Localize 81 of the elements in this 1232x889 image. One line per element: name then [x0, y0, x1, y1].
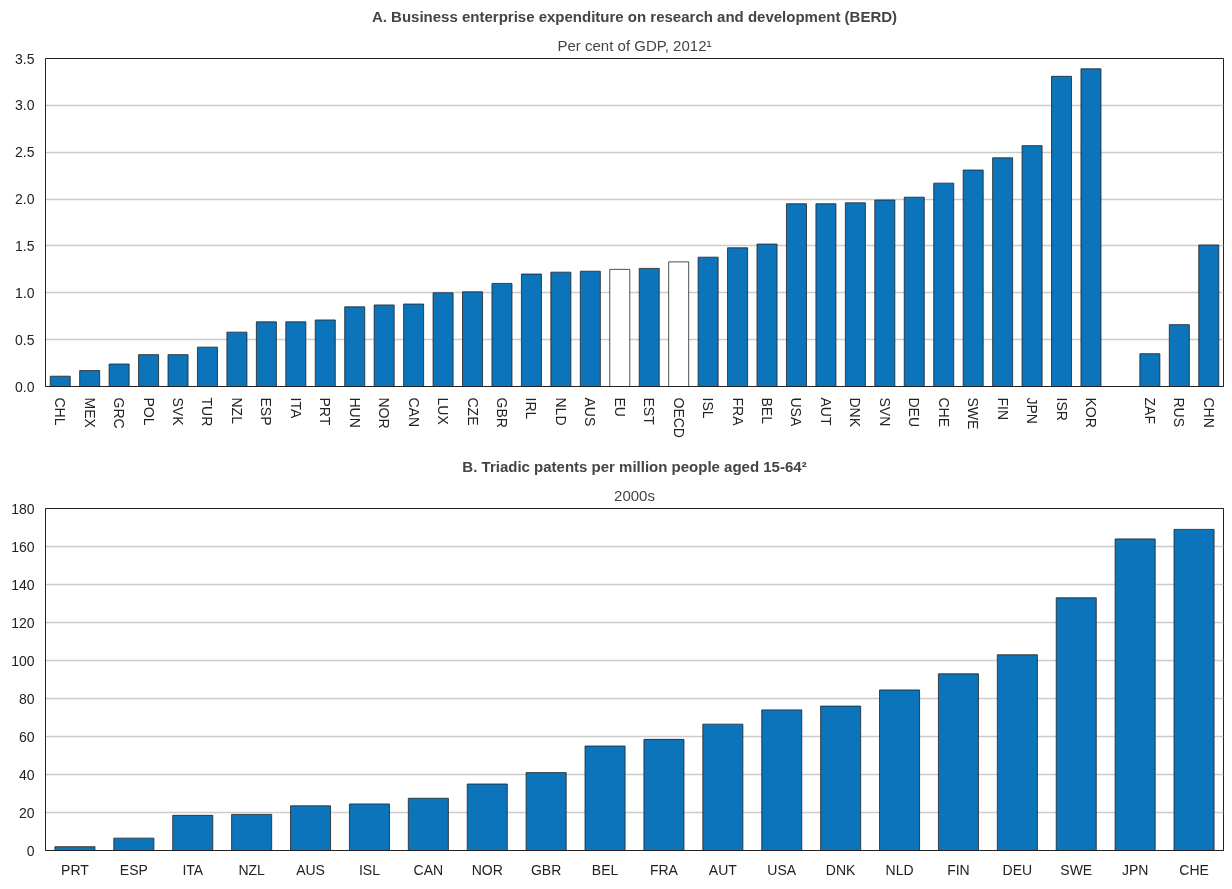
- x-tick-label: GBR: [530, 861, 562, 878]
- x-tick-label: FRA: [649, 861, 679, 878]
- y-tick-label: 0: [26, 842, 35, 859]
- x-tick-label: BEL: [591, 861, 619, 878]
- x-tick-label: CZE: [464, 397, 481, 426]
- x-tick-label: JPN: [1024, 397, 1041, 424]
- x-tick-label: AUS: [582, 397, 599, 427]
- x-tick-label: DEU: [906, 397, 923, 428]
- x-tick-label: AUT: [708, 861, 738, 878]
- x-tick-label: NLD: [885, 861, 914, 878]
- x-tick-label: DNK: [825, 861, 857, 878]
- x-tick-label: TUR: [199, 397, 216, 427]
- x-tick-label: BEL: [759, 397, 776, 425]
- x-tick-label: IRL: [523, 397, 540, 420]
- x-tick-label: FRA: [729, 397, 746, 427]
- x-tick-label: FIN: [947, 861, 970, 878]
- x-tick-label: USA: [767, 861, 797, 878]
- y-tick-label: 3.0: [15, 97, 35, 114]
- chart-title: B. Triadic patents per million people aged 15-64²: [462, 457, 807, 475]
- x-tick-label: GRC: [111, 397, 128, 429]
- chart-subtitle: 2000s: [614, 486, 655, 504]
- y-tick-label: 180: [11, 500, 35, 517]
- x-tick-label: NOR: [471, 861, 503, 878]
- y-tick-label: 2.0: [15, 191, 35, 208]
- y-tick-label: 160: [11, 538, 35, 555]
- x-tick-label: CHN: [1200, 397, 1217, 428]
- x-tick-label: DNK: [847, 397, 864, 428]
- y-tick-label: 3.5: [15, 50, 35, 67]
- x-tick-label: SVN: [876, 397, 893, 427]
- y-tick-label: 2.5: [15, 144, 35, 161]
- x-tick-label: POL: [140, 397, 157, 426]
- chart-subtitle: Per cent of GDP, 2012¹: [557, 36, 712, 54]
- x-tick-label: ISL: [358, 861, 381, 878]
- x-tick-label: AUS: [296, 861, 325, 878]
- y-tick-label: 60: [18, 728, 35, 745]
- y-tick-label: 40: [18, 766, 35, 783]
- y-tick-label: 20: [18, 804, 35, 821]
- x-tick-label: CHE: [1179, 861, 1209, 878]
- x-tick-label: NOR: [376, 397, 393, 429]
- x-tick-label: DEU: [1002, 861, 1033, 878]
- x-tick-label: FIN: [994, 397, 1011, 421]
- x-tick-label: EST: [641, 397, 658, 426]
- x-tick-label: ITA: [287, 397, 304, 419]
- x-tick-label: ESP: [119, 861, 148, 878]
- x-tick-label: CAN: [405, 397, 422, 428]
- x-tick-label: AUT: [817, 397, 834, 426]
- y-tick-label: 140: [11, 576, 35, 593]
- x-tick-label: NZL: [238, 861, 266, 878]
- y-tick-label: 0.0: [15, 378, 35, 395]
- chart-title: A. Business enterprise expenditure on research and development (BERD): [371, 7, 898, 25]
- x-tick-label: GBR: [493, 397, 510, 428]
- x-tick-label: CAN: [413, 861, 444, 878]
- x-tick-label: SWE: [1060, 861, 1093, 878]
- x-tick-label: ISR: [1053, 397, 1070, 421]
- x-tick-label: ITA: [182, 861, 204, 878]
- x-tick-label: CHE: [935, 397, 952, 428]
- x-tick-label: PRT: [61, 861, 90, 878]
- x-tick-label: MEX: [81, 397, 98, 429]
- x-tick-label: ISL: [700, 397, 717, 419]
- x-tick-label: ESP: [258, 397, 275, 426]
- y-tick-label: 1.5: [15, 237, 35, 254]
- x-tick-label: SVK: [170, 397, 187, 427]
- x-tick-label: HUN: [346, 397, 363, 428]
- x-tick-label: LUX: [435, 397, 452, 426]
- x-tick-label: EU: [611, 397, 628, 417]
- x-tick-label: USA: [788, 397, 805, 427]
- x-tick-label: OECD: [670, 397, 687, 438]
- x-tick-label: JPN: [1121, 861, 1149, 878]
- x-tick-label: PRT: [317, 397, 334, 426]
- x-tick-label: NLD: [552, 397, 569, 426]
- x-tick-label: ZAF: [1141, 397, 1158, 424]
- x-tick-label: NZL: [228, 397, 245, 425]
- x-tick-label: CHL: [52, 397, 69, 426]
- x-tick-label: RUS: [1171, 397, 1188, 428]
- y-tick-label: 0.5: [15, 331, 35, 348]
- x-tick-label: SWE: [965, 397, 982, 430]
- y-tick-label: 80: [18, 690, 35, 707]
- x-tick-label: KOR: [1082, 397, 1099, 428]
- y-tick-label: 100: [11, 652, 35, 669]
- y-tick-label: 120: [11, 614, 35, 631]
- y-tick-label: 1.0: [15, 284, 35, 301]
